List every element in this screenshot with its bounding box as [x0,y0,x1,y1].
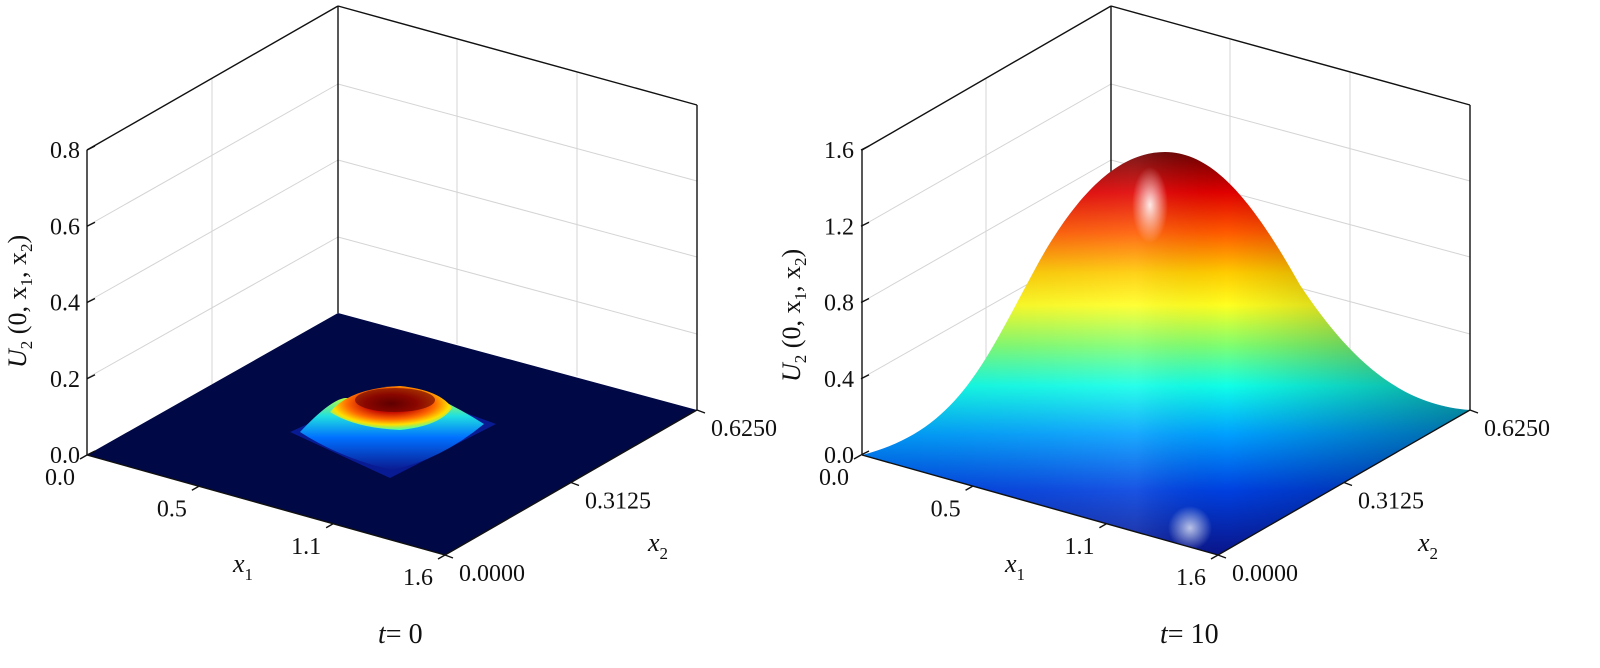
z-tick-mark [860,221,870,227]
z-tick-mark [86,221,96,227]
y-tick-label: 0.3125 [585,489,651,515]
z-tick-mark [860,374,870,380]
z-tick-mark [86,450,96,456]
x-tick-mark [325,523,334,529]
y-tick-mark [1469,409,1479,414]
plot-left: 0.0 0.2 0.4 0.6 0.8 0.0 0.5 1.1 1.6 0.0000 0.312… [3,5,777,650]
z-tick-mark [86,145,96,151]
y-tick-label: 0.3125 [1358,489,1424,515]
plot-left-z-label: U2 (0, x1, x2) [3,235,36,368]
plot-left-surface-bump [290,386,496,478]
y-tick-label: 0.0000 [1232,561,1298,587]
plot-right-title: t= 10 [1160,619,1219,650]
y-tick-mark [1343,481,1353,487]
x-tick-mark [965,485,973,491]
plot-right-z-label: U2 (0, x1, x2) [777,249,810,382]
plot-right-surface [862,152,1470,555]
y-tick-mark [696,409,706,414]
z-tick-mark [86,297,96,304]
plot-left-x-label: x1 [232,549,253,584]
z-tick-label: 0.4 [50,291,80,317]
x-tick-mark [437,554,446,560]
z-tick-label: 0.4 [824,367,854,393]
plot-right-y-ticks: 0.0000 0.3125 0.6250 [1217,409,1550,587]
plot-right-x-ticks: 0.0 0.5 1.1 1.6 [819,454,1219,591]
plot-right: 0.0 0.4 0.8 1.2 1.6 0.0 0.5 1.1 1.6 0.0000 0.312… [777,5,1550,650]
plot-left-title: t= 0 [378,619,423,650]
y-tick-mark [1217,554,1227,559]
x-tick-label: 1.6 [1176,565,1206,591]
z-tick-label: 1.2 [824,214,854,240]
z-tick-label: 0.0 [50,443,80,469]
x-tick-mark [1099,523,1107,529]
x-tick-mark [191,485,200,491]
plot-left-y-ticks: 0.0000 0.3125 0.6250 [444,409,777,587]
y-tick-mark [570,481,580,487]
x-tick-mark [79,454,88,460]
x-tick-label: 0.5 [157,496,187,522]
z-tick-mark [860,450,870,456]
x-tick-label: 0.0 [45,465,75,491]
x-tick-mark [853,454,862,460]
x-tick-label: 1.1 [1064,534,1094,560]
y-tick-label: 0.0000 [459,561,525,587]
z-tick-mark [86,374,96,380]
plot-right-x-label: x1 [1004,549,1025,584]
x-tick-label: 1.1 [291,534,321,560]
plot-left-y-label: x2 [647,528,668,563]
z-tick-label: 0.2 [50,367,80,393]
x-tick-label: 0.5 [931,496,961,522]
y-tick-label: 0.6250 [711,416,777,442]
x-tick-label: 0.0 [819,465,849,491]
y-tick-mark [444,554,454,559]
y-tick-label: 0.6250 [1484,416,1550,442]
z-tick-label: 0.0 [824,443,854,469]
plot-left-z-ticks: 0.0 0.2 0.4 0.6 0.8 [50,138,96,469]
z-tick-mark [860,297,870,304]
z-tick-label: 0.6 [50,214,80,240]
plot-right-z-ticks: 0.0 0.4 0.8 1.2 1.6 [824,138,870,469]
plot-left-x-ticks: 0.0 0.5 1.1 1.6 [45,454,446,591]
plot-right-box [861,5,1471,455]
z-tick-label: 0.8 [824,291,854,317]
plot-right-y-label: x2 [1417,528,1438,563]
z-tick-label: 1.6 [824,138,854,164]
plot-left-box [86,5,698,455]
z-tick-label: 0.8 [50,138,80,164]
x-tick-mark [1210,554,1219,560]
plot-left-grid [86,40,698,384]
z-tick-mark [860,145,870,151]
x-tick-label: 1.6 [403,565,433,591]
